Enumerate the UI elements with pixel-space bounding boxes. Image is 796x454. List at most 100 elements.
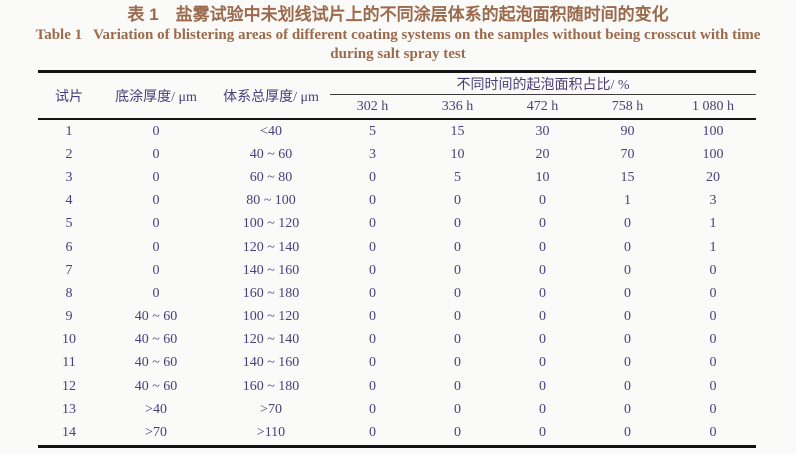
cell-758h: 0	[624, 216, 631, 232]
cell-758h: 0	[624, 378, 631, 394]
cell-472h: 0	[539, 309, 546, 325]
cell-total-thickness: 140 ~ 160	[242, 262, 300, 278]
table-row: 7 0 140 ~ 160 0 0 0 0 0	[38, 259, 756, 282]
cell-758h: 0	[624, 425, 631, 441]
cell-1080h: 0	[709, 285, 717, 301]
cell-sample: 9	[65, 309, 73, 325]
table-row: 13 >40 >70 0 0 0 0 0	[38, 398, 756, 421]
cell-1080h: 100	[702, 123, 724, 139]
table-row: 10 40 ~ 60 120 ~ 140 0 0 0 0 0	[38, 329, 756, 352]
cell-total-thickness: 60 ~ 80	[249, 169, 293, 185]
table-caption-en-line1: Table 1 Variation of blistering areas of…	[35, 27, 761, 43]
cell-primer-thickness: 0	[152, 285, 160, 301]
cell-472h: 0	[539, 355, 546, 371]
cell-302h: 0	[369, 425, 376, 441]
header-time-472h: 472 h	[526, 98, 559, 114]
cell-primer-thickness: 40 ~ 60	[134, 332, 178, 348]
cell-472h: 0	[539, 401, 546, 417]
cell-total-thickness: >70	[260, 401, 282, 417]
cell-sample: 11	[62, 355, 76, 371]
cell-total-thickness: 160 ~ 180	[242, 285, 300, 301]
table-row: 6 0 120 ~ 140 0 0 0 0 1	[38, 236, 756, 259]
cell-1080h: 100	[702, 146, 724, 162]
cell-1080h: 0	[709, 401, 717, 417]
cell-primer-thickness: 0	[152, 169, 160, 185]
cell-total-thickness: 80 ~ 100	[246, 193, 296, 209]
table-row: 8 0 160 ~ 180 0 0 0 0 0	[38, 282, 756, 305]
cell-758h: 1	[624, 193, 631, 209]
cell-758h: 0	[624, 239, 631, 255]
cell-472h: 20	[535, 146, 550, 162]
cell-1080h: 20	[706, 169, 720, 185]
cell-336h: 0	[454, 285, 461, 301]
cell-302h: 0	[369, 285, 376, 301]
cell-758h: 90	[620, 123, 635, 139]
cell-302h: 0	[369, 401, 376, 417]
header-time-336h: 336 h	[441, 98, 474, 114]
table-row: 3 0 60 ~ 80 0 5 10 15 20	[38, 166, 756, 189]
cell-primer-thickness: 0	[152, 262, 160, 278]
cell-sample: 3	[65, 169, 73, 185]
cell-total-thickness: 140 ~ 160	[242, 355, 300, 371]
cell-total-thickness: 160 ~ 180	[242, 378, 300, 394]
table-body: 1 0 <40 5 15 30 90 100 2 0 40 ~ 60 3 10 20 70 100 3 0 60 ~…	[38, 119, 756, 446]
cell-1080h: 0	[709, 309, 717, 325]
cell-302h: 0	[369, 355, 376, 371]
cell-primer-thickness: 40 ~ 60	[134, 309, 178, 325]
table-row: 1 0 <40 5 15 30 90 100	[38, 119, 756, 143]
cell-total-thickness: 120 ~ 140	[242, 332, 300, 348]
cell-336h: 0	[454, 425, 461, 441]
cell-302h: 0	[369, 169, 376, 185]
cell-1080h: 0	[709, 378, 717, 394]
cell-472h: 0	[539, 285, 546, 301]
cell-primer-thickness: >70	[145, 425, 167, 441]
table-row: 12 40 ~ 60 160 ~ 180 0 0 0 0 0	[38, 375, 756, 398]
cell-758h: 15	[620, 169, 635, 185]
cell-sample: 2	[65, 146, 73, 162]
cell-302h: 0	[369, 378, 376, 394]
cell-primer-thickness: 0	[152, 216, 160, 232]
cell-758h: 0	[624, 401, 631, 417]
cell-primer-thickness: 0	[152, 123, 160, 139]
cell-758h: 0	[624, 355, 631, 371]
cell-primer-thickness: 0	[152, 146, 160, 162]
cell-758h: 0	[624, 332, 631, 348]
cell-1080h: 0	[709, 332, 717, 348]
cell-sample: 6	[65, 239, 73, 255]
cell-758h: 0	[624, 309, 631, 325]
cell-336h: 0	[454, 355, 461, 371]
cell-472h: 0	[539, 193, 546, 209]
table-caption-en: Table 1 Variation of blistering areas of…	[0, 26, 796, 64]
table-row: 14 >70 >110 0 0 0 0 0	[38, 421, 756, 446]
table-row: 9 40 ~ 60 100 ~ 120 0 0 0 0 0	[38, 306, 756, 329]
cell-sample: 12	[62, 378, 76, 394]
table-row: 4 0 80 ~ 100 0 0 0 1 3	[38, 190, 756, 213]
cell-302h: 0	[369, 239, 376, 255]
cell-1080h: 3	[709, 193, 717, 209]
cell-472h: 30	[535, 123, 550, 139]
cell-total-thickness: 40 ~ 60	[249, 146, 293, 162]
header-primer-thickness: 底涂厚度/ μm	[115, 89, 197, 105]
header-sample: 试片	[55, 89, 83, 105]
cell-sample: 14	[62, 425, 76, 441]
cell-336h: 5	[454, 169, 461, 185]
table-caption-zh: 表 1 盐雾试验中未划线试片上的不同涂层体系的起泡面积随时间的变化	[127, 5, 669, 24]
cell-336h: 0	[454, 401, 461, 417]
table-row: 5 0 100 ~ 120 0 0 0 0 1	[38, 213, 756, 236]
cell-302h: 0	[369, 193, 376, 209]
cell-336h: 0	[454, 216, 461, 232]
cell-primer-thickness: 40 ~ 60	[134, 378, 178, 394]
cell-1080h: 0	[709, 355, 717, 371]
cell-total-thickness: <40	[260, 123, 282, 139]
cell-302h: 0	[369, 262, 376, 278]
cell-1080h: 1	[709, 239, 717, 255]
cell-primer-thickness: >40	[145, 401, 167, 417]
cell-336h: 0	[454, 193, 461, 209]
cell-total-thickness: 100 ~ 120	[242, 309, 300, 325]
cell-336h: 0	[454, 239, 461, 255]
cell-472h: 0	[539, 378, 546, 394]
header-row-times: 302 h 336 h 472 h 758 h 1 080 h	[38, 95, 756, 120]
cell-336h: 10	[450, 146, 465, 162]
